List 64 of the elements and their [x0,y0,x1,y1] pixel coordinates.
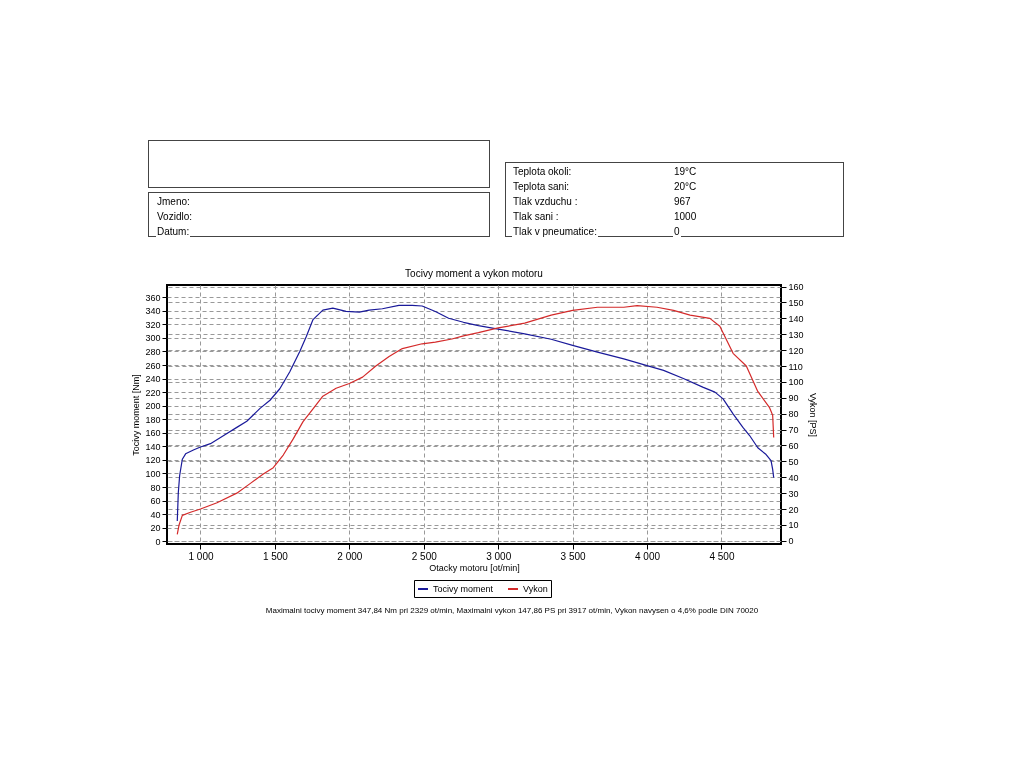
y-tick-label: 100 [145,468,161,479]
x-tick-label: 3 500 [560,550,587,562]
y-tick-label: 300 [145,333,161,344]
y-axis-title: Tocivy moment [Nm] [131,374,142,456]
y-tick-label: 20 [150,523,161,534]
text: Tlak vzduchu : [512,196,579,208]
y2-tick-label: 30 [788,488,799,499]
chart-title: Tocivy moment a vykon motoru [405,267,543,279]
y-tick-label: 160 [145,428,161,439]
y-tick-label: 0 [155,536,161,547]
y2-tick-label: 40 [788,472,799,483]
y2-tick-label: 160 [788,282,804,293]
y2-tick-label: 60 [788,440,799,451]
x-axis-title: Otacky motoru [ot/min] [429,562,520,573]
y2-axis-title: Vykon [PS] [807,392,818,438]
y-tick-label: 40 [150,509,161,520]
text: 0 [673,226,681,238]
text: Vozidlo: [156,211,194,223]
x-tick-label: 2 500 [411,550,438,562]
y2-tick-label: 10 [788,520,799,531]
y-tick-label: 340 [145,306,161,317]
text: 967 [673,196,692,208]
y-tick-label: 360 [145,292,161,303]
y2-tick-label: 150 [788,297,804,308]
y-tick-label: 80 [150,482,161,493]
y2-tick-label: 20 [788,504,799,515]
y2-tick-label: 130 [788,329,804,340]
text: 20°C [673,181,698,193]
x-tick-label: 1 500 [262,550,289,562]
y2-tick-label: 50 [788,456,799,467]
x-tick-label: 3 000 [486,550,512,562]
y2-tick-label: 140 [788,313,804,324]
x-tick-label: 2 000 [337,550,363,562]
y-tick-label: 240 [145,374,161,385]
text: Teplota okoli: [512,166,573,178]
text: Datum: [156,226,191,238]
text: Tlak v pneumatice: [512,226,598,238]
y-tick-label: 320 [145,319,161,330]
y2-tick-label: 0 [788,536,794,547]
y-tick-label: 260 [145,360,161,371]
x-tick-label: 1 000 [188,550,214,562]
y-tick-label: 120 [145,455,161,466]
y2-tick-label: 80 [788,409,799,420]
text: Teplota sani: [512,181,571,193]
text: 1000 [673,211,698,223]
y2-tick-label: 90 [788,393,799,404]
y-tick-label: 60 [150,496,161,507]
y-tick-label: 280 [145,346,161,357]
y-tick-label: 140 [145,441,161,452]
y2-tick-label: 100 [788,377,804,388]
x-tick-label: 4 000 [635,550,661,562]
legend-label: Tocivy moment [433,584,494,594]
y2-tick-label: 70 [788,425,799,436]
legend-label: Vykon [523,584,548,594]
y-tick-label: 200 [145,401,161,412]
text: Maximalni tocivy moment 347,84 Nm pri 2329 ot/min, Maximalni vykon 147,86 PS pri 3917 ot/min, Vykon navysen o 4,6% podle DIN 70020 [264,606,760,615]
text: Jmeno: [156,196,191,208]
y2-tick-label: 110 [788,361,803,372]
x-tick-label: 4 500 [709,550,735,562]
y-tick-label: 220 [145,387,161,398]
text: 19°C [673,166,698,178]
y2-tick-label: 120 [788,345,804,356]
text: Tlak sani : [512,211,560,223]
y-tick-label: 180 [145,414,161,425]
